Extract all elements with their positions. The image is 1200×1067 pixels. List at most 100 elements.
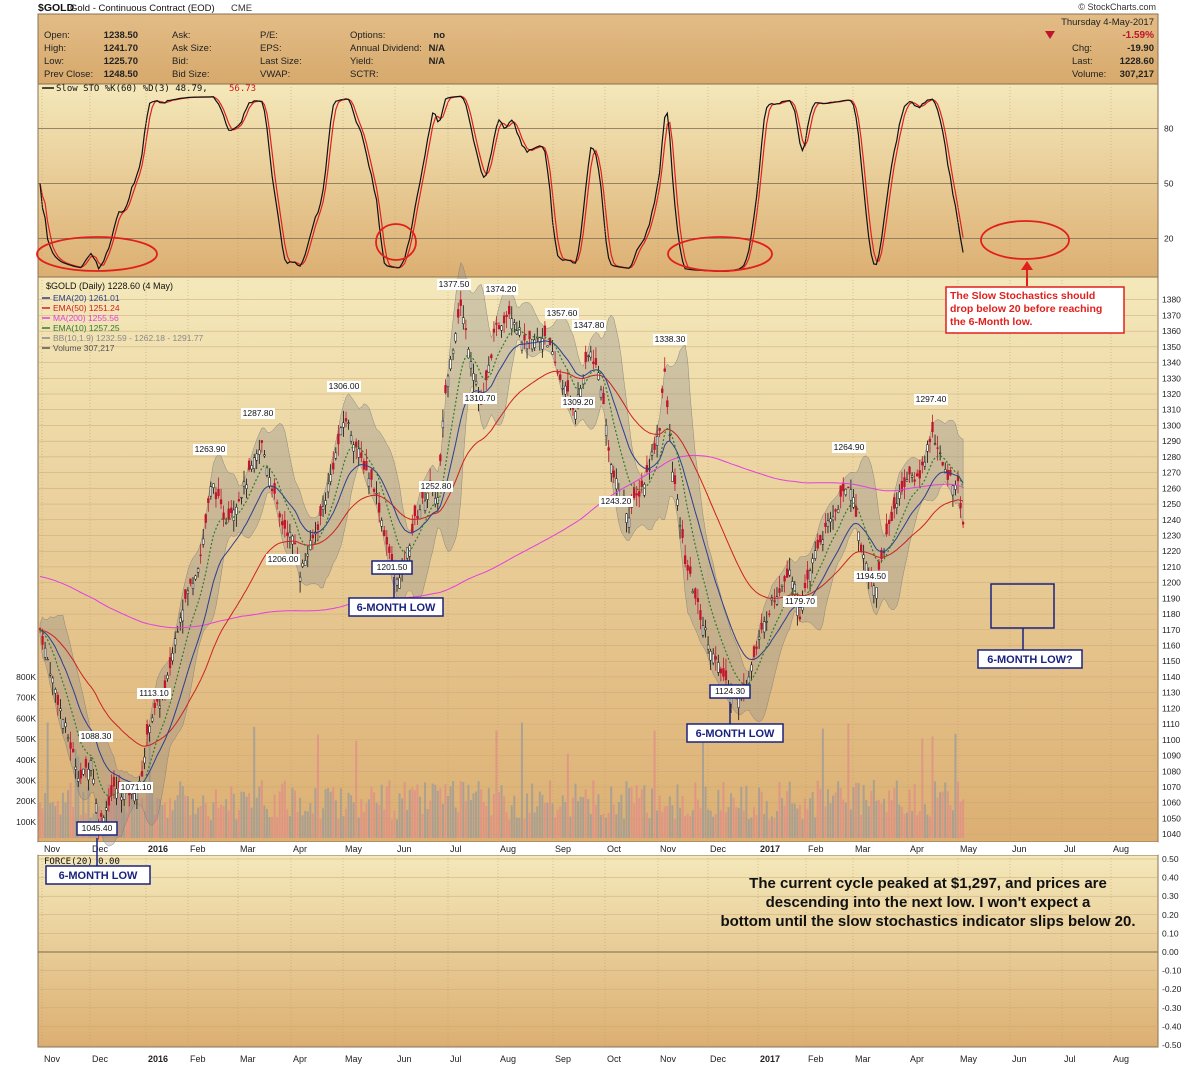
candle-body	[298, 576, 302, 582]
volume-bar	[347, 792, 350, 838]
price-tick: 1280	[1162, 452, 1181, 462]
volume-bar	[69, 782, 72, 838]
candle-body	[46, 658, 49, 661]
candle-body	[661, 388, 664, 393]
volume-bar	[316, 734, 319, 838]
candle-body	[281, 521, 284, 526]
price-label-bg	[79, 731, 113, 742]
volume-bar	[819, 788, 822, 838]
candle-body	[321, 505, 325, 511]
price-label: 1338.30	[655, 334, 686, 344]
volume-bar	[44, 793, 47, 838]
month-label: Nov	[44, 1054, 61, 1064]
price-tick: 1080	[1162, 766, 1181, 776]
volume-bar	[681, 796, 684, 838]
volume-bar	[821, 728, 824, 838]
force-grid: 0.50 0.40 0.30 0.20 0.10 0.00 -0.10 -0.20 -0.30 -…	[38, 854, 1182, 1050]
candle-body	[449, 359, 452, 370]
volume-bar	[314, 788, 317, 838]
candle-body	[551, 351, 554, 355]
candle-body	[923, 461, 927, 467]
volume-bar	[536, 806, 539, 838]
candle-body	[533, 339, 536, 348]
price-label: 1297.40	[916, 394, 947, 404]
volume-bar	[594, 804, 597, 838]
volume-bar	[796, 808, 799, 838]
price-tick: 1050	[1162, 813, 1181, 823]
volume-bar	[893, 787, 896, 838]
price-tick: 1370	[1162, 310, 1181, 320]
candle-body	[811, 558, 814, 564]
candle-body	[650, 451, 654, 456]
volume-bar	[643, 785, 646, 838]
candle-body	[508, 305, 511, 315]
candle-body	[928, 438, 932, 443]
candle-body	[191, 582, 195, 589]
month-label: Sep	[555, 1054, 571, 1064]
candle-body	[681, 528, 684, 538]
price-tick: 1320	[1162, 389, 1181, 399]
volume-bar	[283, 780, 286, 838]
volume-bar	[923, 804, 926, 838]
candle-body	[87, 769, 90, 781]
volume-bar	[740, 786, 743, 838]
candle-body	[454, 333, 457, 342]
price-tick: 1160	[1162, 641, 1181, 651]
price-tick: 1250	[1162, 499, 1181, 509]
volume-bar	[209, 819, 212, 838]
month-label: Aug	[1113, 1054, 1129, 1064]
volume-bar	[737, 807, 740, 838]
candle-body	[819, 535, 822, 543]
month-label: Jun	[1012, 844, 1027, 854]
change-pct: -1.59%	[1122, 30, 1154, 41]
candle-body	[464, 328, 468, 331]
volume-bar	[959, 801, 962, 838]
volume-bar	[217, 807, 220, 838]
volume-bar	[944, 782, 947, 838]
force-tick: -0.10	[1162, 966, 1182, 976]
volume-bar	[727, 806, 730, 838]
volume-bar	[523, 818, 526, 838]
volume-bar	[962, 799, 965, 838]
volume-bar	[528, 812, 531, 838]
volume-bar	[214, 789, 217, 838]
volume-bar	[429, 800, 432, 838]
volume-bar	[130, 784, 133, 838]
volume-bar	[186, 796, 189, 838]
month-label: Dec	[710, 1054, 727, 1064]
month-label: Jun	[397, 844, 412, 854]
volume-bar	[758, 787, 761, 838]
volume-bar	[630, 786, 633, 838]
candle-body	[140, 771, 144, 777]
volume-bar	[946, 791, 949, 838]
candle-body	[676, 498, 679, 506]
price-label: 1194.50	[856, 571, 886, 581]
cycle-note-line2: descending into the next low. I won't ex…	[766, 894, 1091, 911]
volume-bar	[411, 787, 414, 838]
candle-body	[594, 358, 598, 365]
candle-body	[56, 694, 60, 705]
price-label-bg	[419, 481, 453, 492]
price-label: 1243.20	[601, 496, 632, 506]
stoch-low-ellipse	[667, 236, 773, 272]
candle-body	[112, 776, 116, 787]
candle-body	[763, 621, 766, 633]
candle-body	[885, 523, 888, 535]
volume-bar	[431, 783, 434, 838]
candle-body	[383, 530, 386, 537]
volume-bar	[770, 816, 773, 838]
volume-bar	[485, 805, 488, 838]
price-tick: 1240	[1162, 515, 1181, 525]
candle-body	[786, 568, 789, 578]
volume-bar	[439, 788, 442, 838]
volume-bar	[571, 797, 574, 838]
volume-bar	[345, 808, 347, 838]
candle-body	[627, 517, 631, 528]
month-label: Mar	[855, 1054, 871, 1064]
last-value: 1228.60	[1120, 56, 1154, 67]
candle-body	[668, 434, 672, 437]
candle-body	[888, 520, 891, 524]
month-label: Mar	[240, 1054, 256, 1064]
candle-body	[824, 522, 827, 527]
price-label-bg	[783, 596, 817, 607]
